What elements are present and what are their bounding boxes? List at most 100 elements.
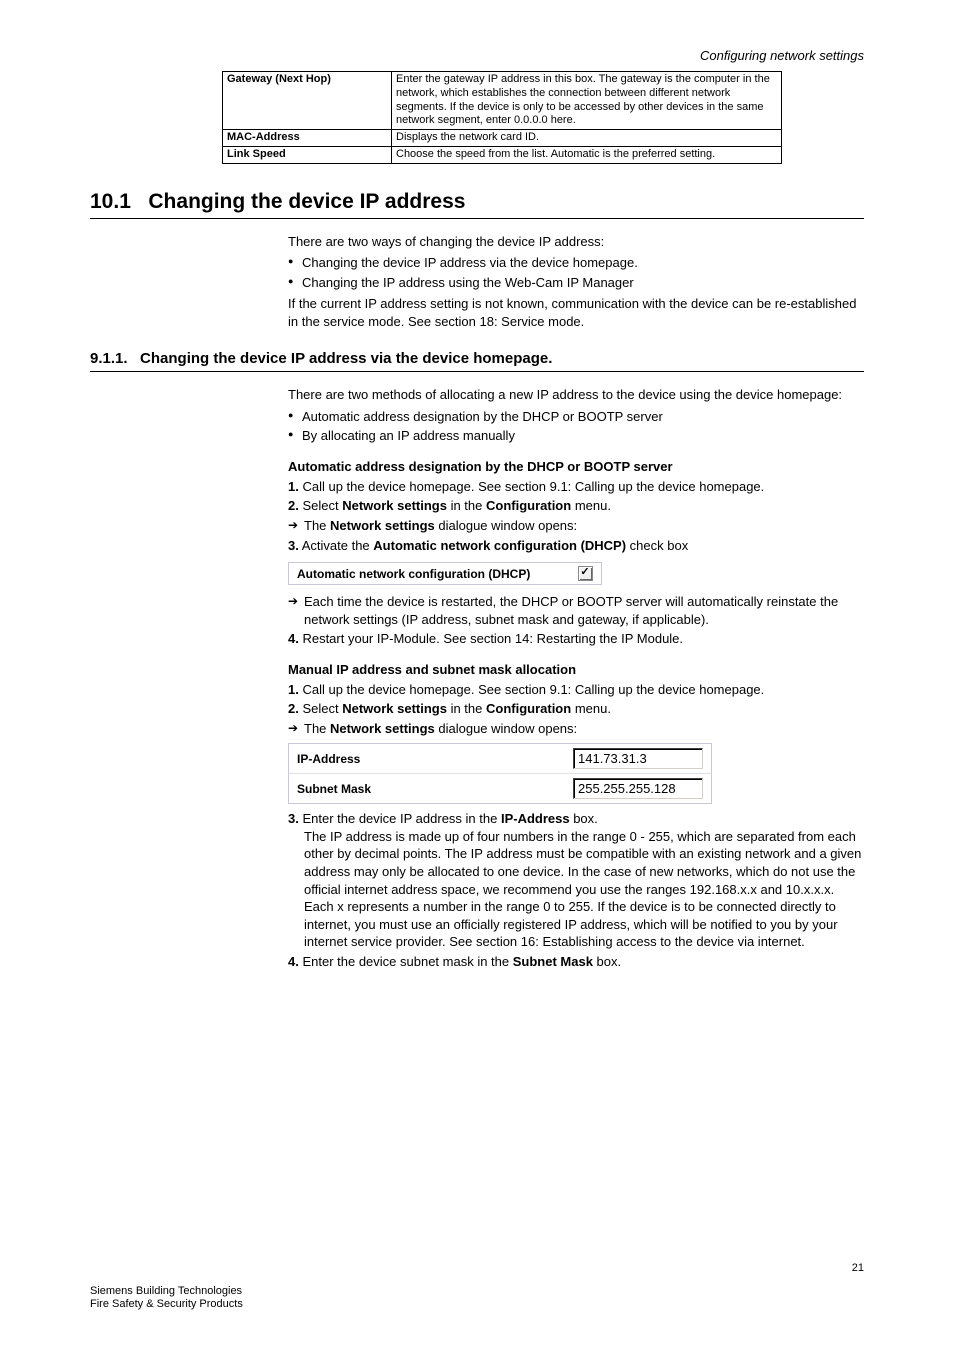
step-num: 4. (288, 954, 299, 969)
page-footer: 21 Siemens Building Technologies Fire Sa… (90, 1262, 864, 1311)
step-bold: Subnet Mask (513, 954, 593, 969)
checkbox-icon (578, 566, 593, 581)
step-text: in the (447, 498, 486, 513)
page-header-context: Configuring network settings (90, 48, 864, 63)
step-text: Restart your IP-Module. See section 14: … (299, 631, 683, 646)
bullet-item: Changing the device IP address via the d… (288, 254, 864, 272)
section-heading: 10.1 Changing the device IP address (90, 190, 864, 214)
dhcp-checkbox-figure: Automatic network configuration (DHCP) (288, 562, 602, 585)
step-bold: IP-Address (501, 811, 570, 826)
param-desc: Displays the network card ID. (392, 130, 782, 147)
subsection-bullets: Automatic address designation by the DHC… (288, 408, 864, 445)
subsection-rule (90, 371, 864, 372)
step-text: Select (299, 701, 342, 716)
subsection-title-text: Changing the device IP address via the d… (140, 350, 552, 367)
step-bold: Network settings (342, 701, 447, 716)
ip-address-input: 141.73.31.3 (573, 748, 703, 769)
result-text: The (304, 518, 330, 533)
step-text: Enter the device subnet mask in the (299, 954, 513, 969)
param-label: Gateway (Next Hop) (223, 72, 392, 130)
step-text: box. (570, 811, 598, 826)
step-bold: Automatic network configuration (DHCP) (373, 538, 626, 553)
param-desc: Choose the speed from the list. Automati… (392, 146, 782, 163)
step-bold: Configuration (486, 498, 571, 513)
table-row: IP-Address 141.73.31.3 (289, 744, 711, 773)
param-label: MAC-Address (223, 130, 392, 147)
result-bold: Network settings (330, 721, 435, 736)
step-item: 2. Select Network settings in the Config… (288, 497, 864, 515)
step-text: menu. (571, 701, 611, 716)
section-note: If the current IP address setting is not… (288, 295, 864, 330)
step-item: 1. Call up the device homepage. See sect… (288, 478, 864, 496)
step-bold: Configuration (486, 701, 571, 716)
table-row: Subnet Mask 255.255.255.128 (289, 773, 711, 803)
bullet-item: Changing the IP address using the Web-Ca… (288, 274, 864, 292)
section-number: 10.1 (90, 190, 131, 213)
param-desc: Enter the gateway IP address in this box… (392, 72, 782, 130)
step-text: menu. (571, 498, 611, 513)
dhcp-label: Automatic network configuration (DHCP) (297, 567, 530, 581)
step-num: 1. (288, 479, 299, 494)
subnet-mask-label: Subnet Mask (289, 773, 565, 803)
subsection-intro: There are two methods of allocating a ne… (288, 386, 864, 404)
ip-address-label: IP-Address (289, 744, 565, 773)
subnet-mask-input: 255.255.255.128 (573, 778, 703, 799)
section-rule (90, 218, 864, 219)
manual-heading: Manual IP address and subnet mask alloca… (288, 662, 864, 677)
step-num: 3. (288, 811, 299, 826)
auto-steps: 1. Call up the device homepage. See sect… (288, 478, 864, 515)
ip-input-figure: IP-Address 141.73.31.3 Subnet Mask 255.2… (288, 743, 712, 804)
result-text: dialogue window opens: (435, 721, 577, 736)
auto-heading: Automatic address designation by the DHC… (288, 459, 864, 474)
manual-steps: 1. Call up the device homepage. See sect… (288, 681, 864, 718)
subnet-mask-cell: 255.255.255.128 (565, 773, 711, 803)
step-num: 3. (288, 538, 299, 553)
result-text: The (304, 721, 330, 736)
step-item: 2. Select Network settings in the Config… (288, 700, 864, 718)
step-text: Call up the device homepage. See section… (299, 479, 764, 494)
step-body: The IP address is made up of four number… (288, 828, 864, 951)
step-num: 2. (288, 701, 299, 716)
section-intro: There are two ways of changing the devic… (288, 233, 864, 251)
parameter-table: Gateway (Next Hop) Enter the gateway IP … (222, 71, 782, 164)
result-line: Each time the device is restarted, the D… (288, 593, 864, 628)
result-line: The Network settings dialogue window ope… (288, 720, 864, 738)
subsection-heading: 9.1.1. Changing the device IP address vi… (90, 350, 864, 367)
table-row: Gateway (Next Hop) Enter the gateway IP … (223, 72, 782, 130)
step-text: box. (593, 954, 621, 969)
step-item: 4. Enter the device subnet mask in the S… (288, 953, 864, 971)
section-title-text: Changing the device IP address (148, 190, 465, 213)
step-text: Call up the device homepage. See section… (299, 682, 764, 697)
bullet-item: Automatic address designation by the DHC… (288, 408, 864, 426)
auto-steps-3: 3. Activate the Automatic network config… (288, 537, 864, 555)
step-text: Enter the device IP address in the (299, 811, 501, 826)
result-text: Each time the device is restarted, the D… (304, 594, 838, 627)
result-bold: Network settings (330, 518, 435, 533)
step-num: 1. (288, 682, 299, 697)
step-text: in the (447, 701, 486, 716)
step-item: 1. Call up the device homepage. See sect… (288, 681, 864, 699)
step-num: 4. (288, 631, 299, 646)
table-row: Link Speed Choose the speed from the lis… (223, 146, 782, 163)
ip-address-cell: 141.73.31.3 (565, 744, 711, 773)
step-bold: Network settings (342, 498, 447, 513)
footer-line2: Fire Safety & Security Products (90, 1298, 864, 1310)
result-line: The Network settings dialogue window ope… (288, 517, 864, 535)
step-item: 4. Restart your IP-Module. See section 1… (288, 630, 864, 648)
table-row: MAC-Address Displays the network card ID… (223, 130, 782, 147)
param-label: Link Speed (223, 146, 392, 163)
subsection-number: 9.1.1. (90, 350, 128, 367)
page-number: 21 (852, 1262, 864, 1274)
step-item: 3. Enter the device IP address in the IP… (288, 810, 864, 950)
step-text: Select (299, 498, 342, 513)
footer-line1: Siemens Building Technologies (90, 1285, 864, 1297)
step-item: 3. Activate the Automatic network config… (288, 537, 864, 555)
auto-steps-4: 4. Restart your IP-Module. See section 1… (288, 630, 864, 648)
step-text: Activate the (299, 538, 373, 553)
manual-steps-3: 3. Enter the device IP address in the IP… (288, 810, 864, 970)
section-bullets: Changing the device IP address via the d… (288, 254, 864, 291)
bullet-item: By allocating an IP address manually (288, 427, 864, 445)
result-text: dialogue window opens: (435, 518, 577, 533)
step-text: check box (626, 538, 688, 553)
step-num: 2. (288, 498, 299, 513)
